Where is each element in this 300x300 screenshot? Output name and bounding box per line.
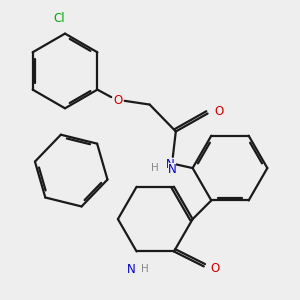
Text: H: H <box>141 264 149 274</box>
Text: N: N <box>127 263 135 276</box>
Text: H: H <box>152 163 159 173</box>
Text: Cl: Cl <box>54 12 65 26</box>
Text: N: N <box>166 158 175 171</box>
Text: O: O <box>211 262 220 275</box>
Text: O: O <box>113 94 122 107</box>
Text: N: N <box>168 163 176 176</box>
Text: O: O <box>214 105 224 118</box>
